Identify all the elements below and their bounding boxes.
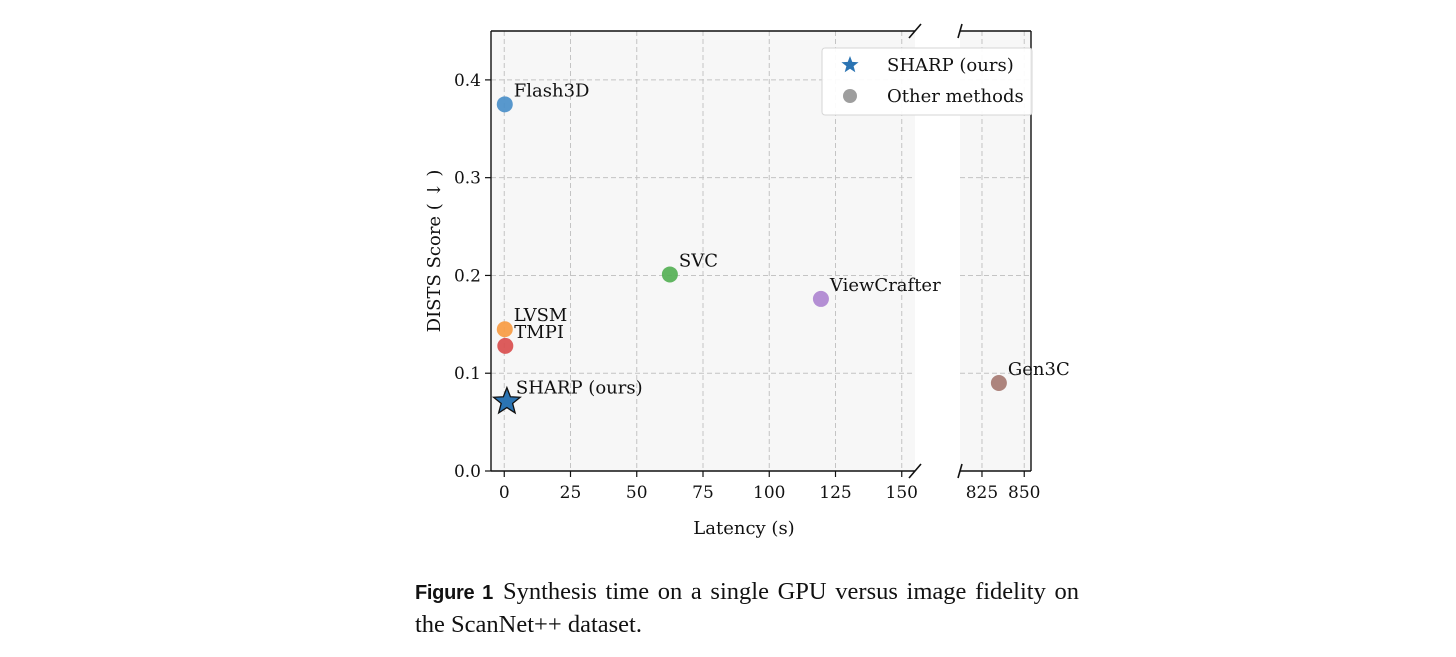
- point-label-sharp-ours: SHARP (ours): [516, 378, 643, 399]
- point-label-viewcrafter: ViewCrafter: [829, 275, 941, 296]
- axis-break-mark: [908, 23, 922, 39]
- caption-text: Synthesis time on a single GPU versus im…: [415, 578, 1079, 638]
- point-viewcrafter: [812, 290, 829, 307]
- axis-ticks: 0.0 0.1 0.2 0.3 0.4 0 25 50 75 100 125 150 825 850: [454, 71, 1041, 503]
- point-label-gen3c: Gen3C: [1008, 359, 1070, 380]
- x-tick-label: 100: [753, 483, 785, 503]
- point-flash3d: [496, 96, 513, 113]
- point-lvsm: [496, 321, 513, 338]
- scatter-chart: 0.0 0.1 0.2 0.3 0.4 0 25 50 75 100 125 150 825 850 Fl…: [424, 23, 1070, 539]
- legend-marker-circle: [843, 89, 857, 103]
- figure-label: Figure 1: [415, 582, 493, 604]
- x-tick-label: 75: [692, 483, 714, 503]
- legend: SHARP (ours) Other methods: [821, 47, 1033, 116]
- y-axis-label: DISTS Score ( ↓ ): [424, 170, 445, 333]
- y-tick-label: 0.0: [454, 462, 481, 482]
- x-tick-label: 150: [886, 483, 918, 503]
- point-svc: [661, 266, 678, 283]
- point-label-svc: SVC: [679, 250, 718, 271]
- y-tick-label: 0.2: [454, 266, 481, 286]
- x-axis-label: Latency (s): [693, 518, 794, 539]
- legend-label: Other methods: [887, 86, 1024, 107]
- point-label-flash3d: Flash3D: [514, 80, 590, 101]
- x-tick-label: 50: [626, 483, 648, 503]
- x-tick-label: 0: [499, 483, 510, 503]
- x-tick-label: 25: [560, 483, 582, 503]
- x-tick-label: 825: [966, 483, 998, 503]
- axis-break-mark: [908, 463, 922, 479]
- x-tick-label: 850: [1008, 483, 1040, 503]
- axis-break-mark: [957, 463, 963, 479]
- legend-box: [821, 47, 1033, 116]
- y-tick-label: 0.3: [454, 169, 481, 189]
- axis-break-mark: [957, 23, 963, 39]
- legend-marker-star: [841, 56, 859, 73]
- point-label-tmpi: TMPI: [514, 322, 564, 343]
- point-sharp-ours: [491, 385, 522, 415]
- y-tick-label: 0.1: [454, 364, 481, 384]
- point-gen3c: [990, 375, 1007, 391]
- figure-caption: Figure 1 Synthesis time on a single GPU v…: [415, 576, 1079, 641]
- y-tick-label: 0.4: [454, 71, 481, 91]
- legend-label: SHARP (ours): [887, 55, 1014, 76]
- point-label-lvsm: LVSM: [514, 305, 568, 326]
- point-tmpi: [497, 337, 514, 354]
- x-tick-label: 125: [819, 483, 851, 503]
